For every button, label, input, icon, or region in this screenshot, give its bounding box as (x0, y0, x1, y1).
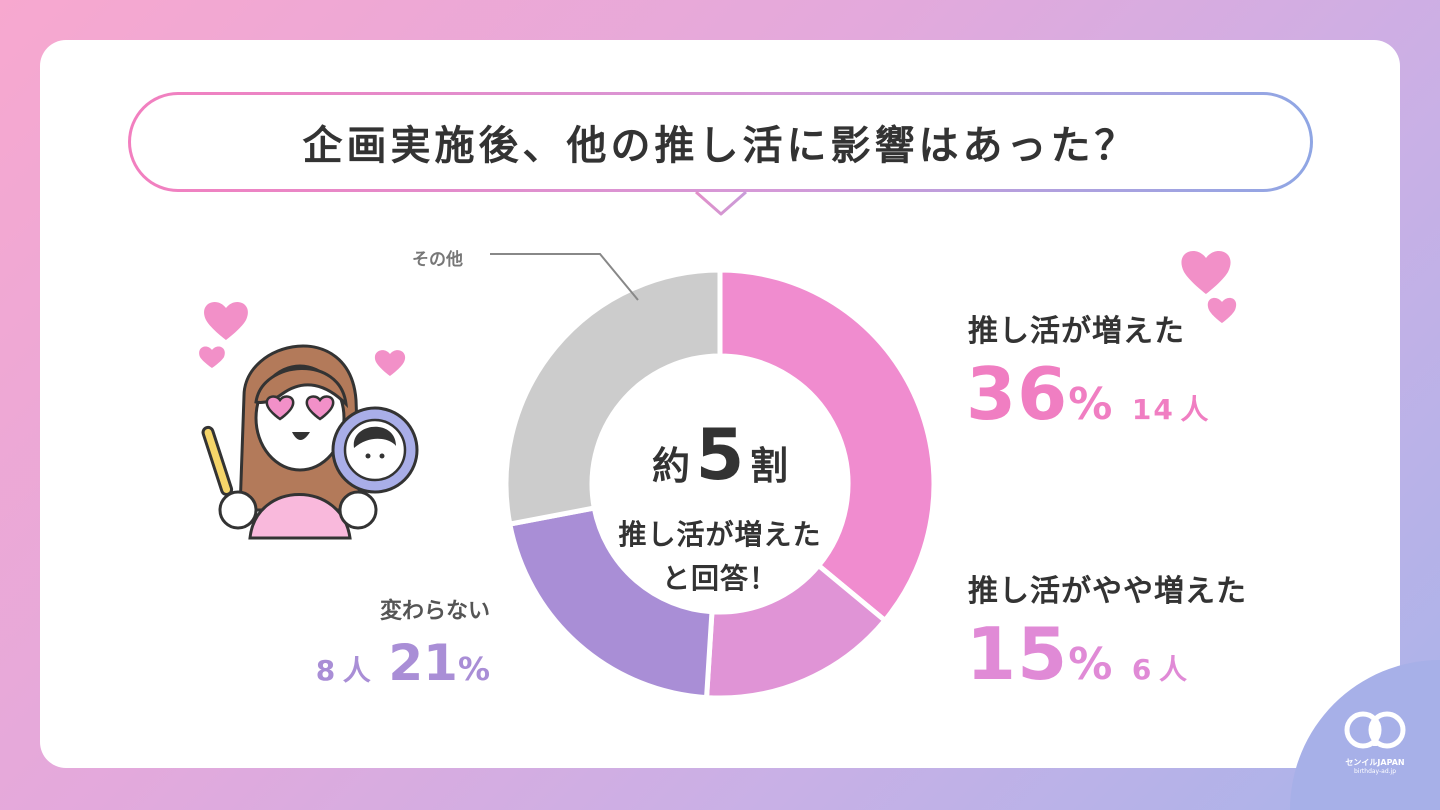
count-increased: 14 (1131, 393, 1175, 426)
title-bubble-tail (694, 190, 748, 216)
logo-brand: センイルJAPAN (1345, 758, 1405, 767)
label-slightly-increased: 推し活がやや増えた (968, 574, 1247, 609)
logo: センイルJAPAN birthday-ad.jp (1330, 708, 1420, 776)
center-number: 5 (695, 414, 745, 496)
pct-sign-unchanged: % (457, 650, 490, 688)
label-unchanged: 変わらない (379, 599, 490, 624)
center-line2: と回答！ (661, 562, 778, 595)
value-slightly-increased: 15% 6 人 (966, 612, 1189, 696)
unit-slightly-increased: 人 (1158, 653, 1189, 686)
count-unchanged: 8 (315, 654, 338, 687)
pct-increased: 36 (966, 352, 1069, 436)
unit-unchanged: 人 (342, 654, 373, 687)
title-bubble: 企画実施後、他の推し活に影響はあった？ (128, 92, 1313, 192)
center-suffix: 割 (749, 444, 788, 488)
count-slightly-increased: 6 (1131, 653, 1154, 686)
pct-slightly-increased: 15 (966, 612, 1069, 696)
fan-illustration (201, 344, 419, 540)
pct-sign-increased: % (1068, 379, 1113, 430)
center-summary: 約 5 割 推し活が増えた と回答！ (580, 420, 860, 597)
value-increased: 36% 14 人 (966, 352, 1210, 436)
pct-unchanged: 21 (388, 634, 458, 692)
unit-increased: 人 (1180, 393, 1211, 426)
label-increased: 推し活が増えた (968, 314, 1185, 349)
logo-domain: birthday-ad.jp (1353, 768, 1397, 775)
value-unchanged: 8 人 21% (316, 634, 490, 692)
center-line1: 推し活が増えた (618, 518, 822, 551)
chart-title: 企画実施後、他の推し活に影響はあった？ (302, 123, 1139, 169)
logo-mark-icon (1344, 711, 1406, 749)
pct-sign-slightly-increased: % (1068, 639, 1113, 690)
label-other: その他 (412, 250, 463, 270)
center-prefix: 約 (652, 444, 691, 488)
